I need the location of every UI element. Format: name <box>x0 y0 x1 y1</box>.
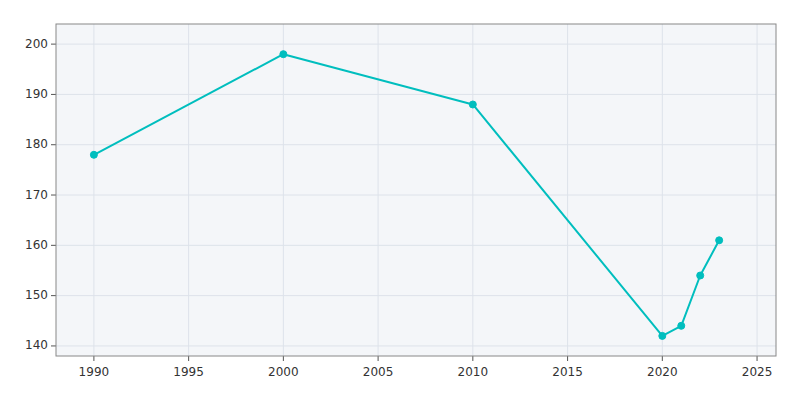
x-tick <box>378 356 379 361</box>
y-tick <box>51 44 56 45</box>
x-grid-line <box>472 24 473 356</box>
y-tick-label: 180 <box>25 137 48 151</box>
chart-container: 140 150 160 170 180 190 200 1990 1995 2000 2005 201… <box>0 0 800 400</box>
line <box>94 54 719 336</box>
y-tick-label: 160 <box>25 238 48 252</box>
point <box>659 332 666 339</box>
x-tick <box>283 356 284 361</box>
y-tick <box>51 144 56 145</box>
x-tick <box>472 356 473 361</box>
x-tick <box>662 356 663 361</box>
series <box>90 51 722 340</box>
x-tick <box>188 356 189 361</box>
y-grid-line <box>56 345 776 346</box>
x-grid-line <box>662 24 663 356</box>
x-grid-line <box>93 24 94 356</box>
y-tick <box>51 295 56 296</box>
y-grid-line <box>56 144 776 145</box>
x-tick-label: 2025 <box>742 365 773 379</box>
y-tick-label: 150 <box>25 288 48 302</box>
x-tick-label: 2010 <box>458 365 489 379</box>
x-tick <box>93 356 94 361</box>
x-grid-line <box>757 24 758 356</box>
point <box>469 101 476 108</box>
point <box>280 51 287 58</box>
x-grid-line <box>283 24 284 356</box>
y-tick-label: 200 <box>25 37 48 51</box>
x-grid-line <box>188 24 189 356</box>
y-grid-line <box>56 94 776 95</box>
x-tick-label: 2015 <box>552 365 583 379</box>
x-tick <box>757 356 758 361</box>
grid <box>56 24 776 356</box>
y-tick <box>51 345 56 346</box>
plot-background <box>56 24 776 356</box>
x-tick-label: 1995 <box>173 365 204 379</box>
x-tick-label: 2020 <box>647 365 678 379</box>
x-tick-label: 2000 <box>268 365 299 379</box>
y-tick-label: 190 <box>25 87 48 101</box>
x-grid-line <box>567 24 568 356</box>
y-tick-label: 170 <box>25 188 48 202</box>
x-tick <box>567 356 568 361</box>
y-grid-line <box>56 44 776 45</box>
x-tick-label: 2005 <box>363 365 394 379</box>
point <box>716 237 723 244</box>
y-grid-line <box>56 245 776 246</box>
point <box>678 322 685 329</box>
point <box>697 272 704 279</box>
y-tick <box>51 245 56 246</box>
point <box>90 151 97 158</box>
chart-svg: 140 150 160 170 180 190 200 1990 1995 2000 2005 201… <box>0 0 800 400</box>
x-grid-line <box>378 24 379 356</box>
y-grid-line <box>56 295 776 296</box>
axes: 140 150 160 170 180 190 200 1990 1995 2000 2005 201… <box>25 24 776 379</box>
y-tick <box>51 195 56 196</box>
y-grid-line <box>56 195 776 196</box>
plot-frame <box>56 24 776 356</box>
y-tick <box>51 94 56 95</box>
x-tick-label: 1990 <box>79 365 110 379</box>
y-tick-label: 140 <box>25 338 48 352</box>
